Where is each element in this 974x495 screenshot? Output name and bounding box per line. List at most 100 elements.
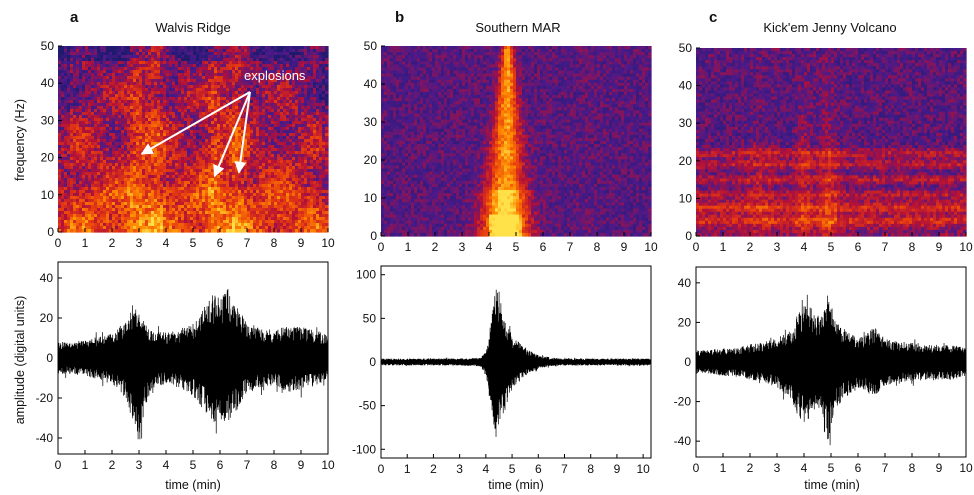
- x-axis-title-c: time (min): [804, 478, 860, 492]
- x-tick-label: 7: [882, 461, 889, 475]
- y-tick-label: 50: [41, 39, 55, 53]
- waveform-core: [381, 317, 651, 403]
- x-tick-label: 8: [271, 236, 278, 250]
- y-tick-label: 0: [46, 351, 53, 365]
- y-tick-label: 0: [369, 355, 376, 369]
- explosions-label: explosions: [244, 68, 306, 83]
- spectrogram-kick-em-jenny: 0 1 2 3 4 5 6 7 8 9 10 0 10 20 30 40 50: [679, 41, 973, 254]
- y-tick-label: 50: [363, 311, 377, 325]
- explosion-arrow: [213, 91, 251, 178]
- waveform-walvis-ridge: 0 1 2 3 4 5 6 7 8 9 10 -40 -20 0 20 40: [36, 261, 335, 472]
- y-tick-label: -50: [359, 399, 377, 413]
- x-tick-label: 9: [936, 461, 943, 475]
- x-tick-label: 4: [483, 462, 490, 476]
- x-tick-label: 7: [244, 458, 251, 472]
- x-tick-label: 3: [774, 461, 781, 475]
- y-tick-label: -100: [352, 442, 376, 456]
- x-tick-label: 6: [540, 240, 547, 254]
- y-tick-label: 20: [364, 153, 378, 167]
- x-tick-label: 0: [378, 462, 385, 476]
- x-axis-title-a: time (min): [165, 478, 221, 492]
- y-tick-label: 40: [41, 76, 55, 90]
- x-tick-label: 4: [163, 236, 170, 250]
- y-tick-label: 0: [47, 225, 54, 239]
- y-tick-label: 40: [678, 276, 692, 290]
- panel-title-a: Walvis Ridge: [155, 20, 230, 35]
- x-tick-label: 2: [109, 458, 116, 472]
- y-tick-label: 50: [364, 39, 378, 53]
- x-tick-label: 9: [614, 462, 621, 476]
- x-tick-label: 5: [509, 462, 516, 476]
- y-tick-label: -20: [674, 395, 692, 409]
- y-tick-label: 20: [678, 315, 692, 329]
- x-tick-label: 6: [855, 461, 862, 475]
- x-tick-label: 9: [936, 240, 943, 254]
- explosions-annotation: explosions: [140, 68, 306, 178]
- spectrogram-walvis-ridge: 0 1 2 3 4 5 6 7 8 9 10 0 10 20 30 40 50: [41, 39, 335, 250]
- y-tick-label: 10: [364, 191, 378, 205]
- x-tick-label: 7: [567, 240, 574, 254]
- x-tick-label: 0: [693, 461, 700, 475]
- panel-title-b: Southern MAR: [475, 20, 560, 35]
- waveform-y-axis-title: amplitude (digital units): [13, 296, 27, 425]
- y-tick-label: 0: [685, 229, 692, 243]
- x-tick-label: 7: [882, 240, 889, 254]
- y-tick-label: 40: [364, 77, 378, 91]
- x-tick-label: 9: [621, 240, 628, 254]
- explosion-arrow: [234, 91, 251, 174]
- x-tick-label: 3: [774, 240, 781, 254]
- x-tick-label: 8: [594, 240, 601, 254]
- spectrogram-cells: [381, 46, 652, 237]
- spectrogram-cells: [58, 46, 329, 233]
- x-tick-label: 5: [190, 236, 197, 250]
- y-tick-label: 10: [679, 191, 693, 205]
- panel-letter-a: a: [70, 9, 79, 26]
- y-tick-label: 40: [40, 271, 54, 285]
- x-tick-label: 6: [217, 458, 224, 472]
- x-tick-label: 2: [747, 461, 754, 475]
- y-tick-label: 50: [679, 41, 693, 55]
- y-tick-label: 30: [364, 115, 378, 129]
- x-tick-label: 5: [190, 458, 197, 472]
- x-tick-label: 6: [535, 462, 542, 476]
- waveform-trace: [695, 294, 967, 446]
- x-tick-label: 2: [747, 240, 754, 254]
- x-tick-label: 10: [644, 240, 658, 254]
- x-tick-label: 4: [801, 240, 808, 254]
- x-tick-label: 7: [244, 236, 251, 250]
- x-tick-label: 5: [828, 461, 835, 475]
- x-tick-label: 10: [321, 236, 335, 250]
- x-tick-label: 2: [432, 240, 439, 254]
- x-tick-label: 8: [587, 462, 594, 476]
- y-tick-label: -40: [674, 434, 692, 448]
- x-tick-label: 1: [405, 240, 412, 254]
- x-tick-label: 5: [513, 240, 520, 254]
- x-tick-label: 2: [109, 236, 116, 250]
- y-tick-label: 20: [40, 311, 54, 325]
- x-tick-label: 1: [720, 461, 727, 475]
- x-tick-label: 8: [909, 461, 916, 475]
- x-tick-label: 4: [801, 461, 808, 475]
- y-tick-label: 0: [370, 229, 377, 243]
- x-tick-label: 10: [321, 458, 335, 472]
- panel-title-c: Kick'em Jenny Volcano: [763, 20, 896, 35]
- y-tick-label: -40: [36, 431, 54, 445]
- panel-letter-c: c: [709, 9, 717, 26]
- y-tick-label: -20: [36, 391, 54, 405]
- x-tick-label: 10: [959, 461, 973, 475]
- x-tick-label: 0: [693, 240, 700, 254]
- x-axis-title-b: time (min): [488, 478, 544, 492]
- panel-letter-b: b: [395, 9, 404, 26]
- x-tick-label: 3: [136, 236, 143, 250]
- x-tick-label: 6: [217, 236, 224, 250]
- spectrogram-cells: [696, 48, 967, 237]
- x-tick-label: 3: [459, 240, 466, 254]
- x-tick-label: 0: [55, 236, 62, 250]
- x-tick-label: 1: [720, 240, 727, 254]
- y-tick-label: 20: [41, 151, 55, 165]
- x-tick-label: 3: [456, 462, 463, 476]
- x-tick-label: 6: [855, 240, 862, 254]
- spectrogram-southern-mar: 0 1 2 3 4 5 6 7 8 9 10 0 10 20 30 40 50: [364, 39, 658, 254]
- spectrogram-y-axis-title: frequency (Hz): [13, 99, 27, 181]
- explosion-arrow: [140, 91, 251, 155]
